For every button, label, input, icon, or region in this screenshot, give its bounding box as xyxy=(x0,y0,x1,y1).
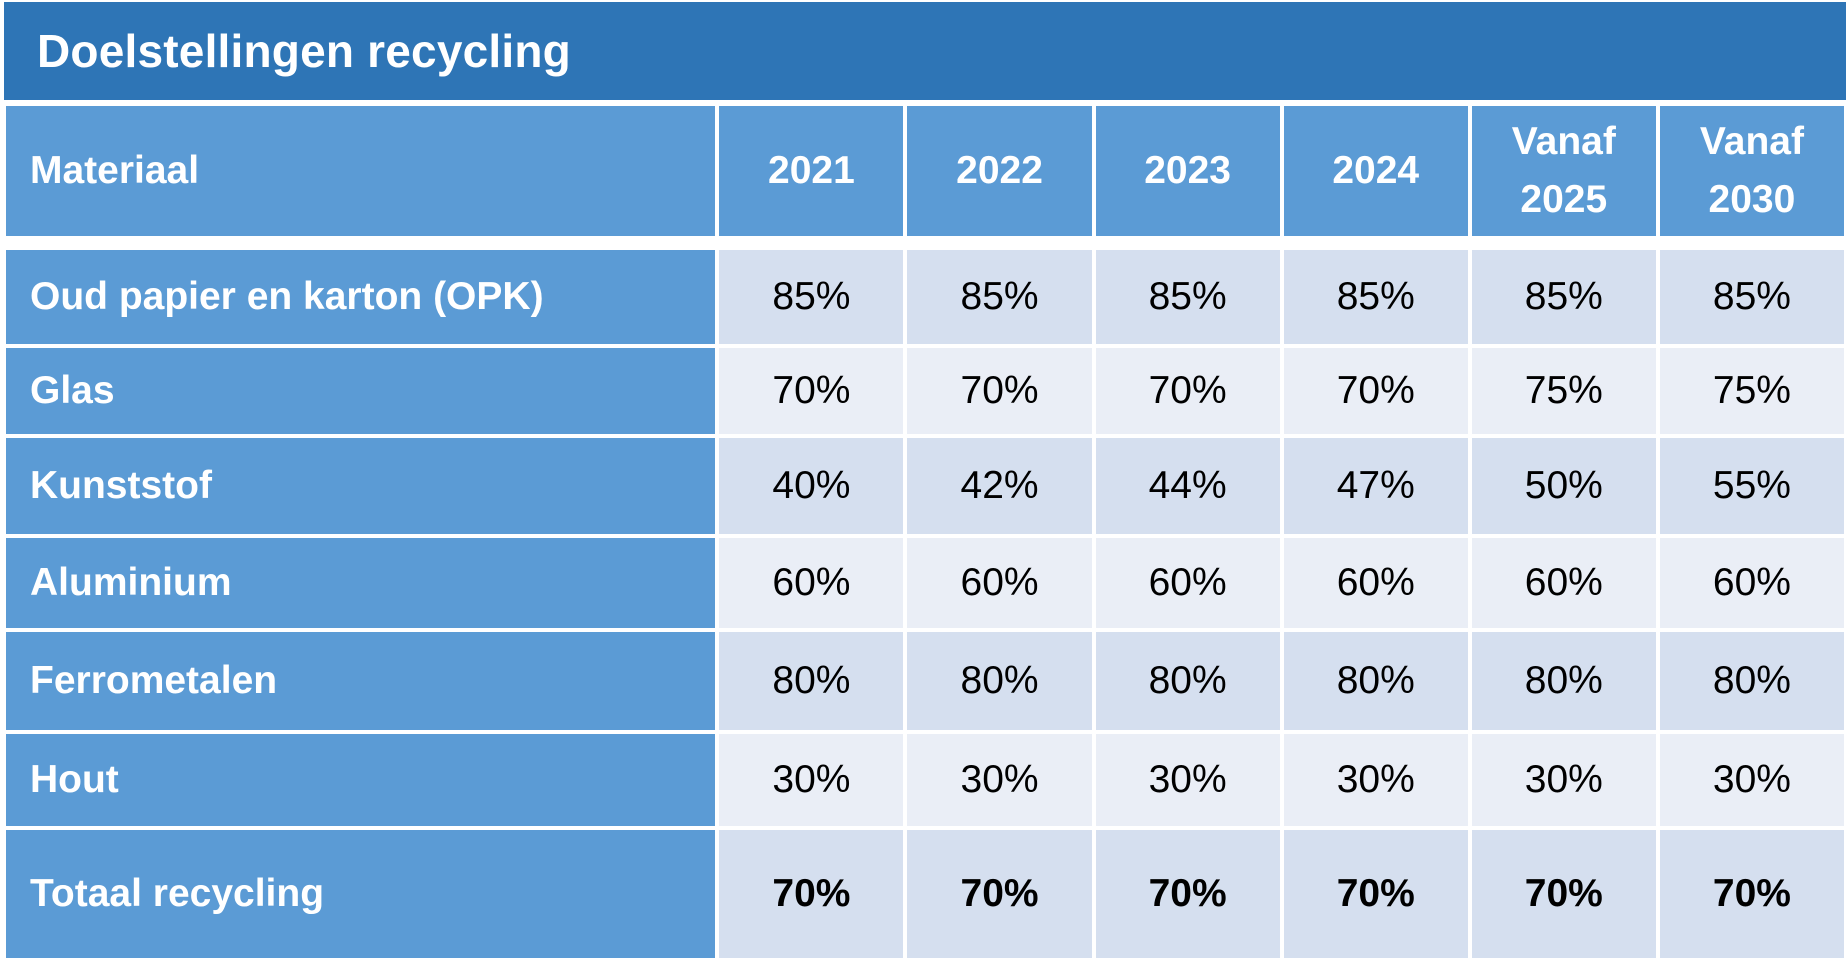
cell-2022: 85% xyxy=(907,250,1092,344)
row-label: Totaal recycling xyxy=(6,830,716,958)
table-row-ferrometalen: Ferrometalen 80% 80% 80% 80% 80% 80% xyxy=(6,632,1844,730)
row-label: Ferrometalen xyxy=(6,632,716,730)
cell-vanaf-2030: 60% xyxy=(1659,538,1844,628)
column-header-vanaf-2030-line-2: 2030 xyxy=(1708,178,1796,221)
cell-vanaf-2030: 55% xyxy=(1659,438,1844,534)
column-header-2022: 2022 xyxy=(907,106,1092,236)
cell-vanaf-2030: 30% xyxy=(1659,734,1844,826)
row-label: Kunststof xyxy=(6,438,716,534)
cell-2022: 70% xyxy=(907,830,1092,958)
cell-2021: 60% xyxy=(719,538,904,628)
cell-vanaf-2025: 50% xyxy=(1471,438,1656,534)
cell-2022: 80% xyxy=(907,632,1092,730)
row-label: Glas xyxy=(6,348,716,434)
cell-2023: 70% xyxy=(1095,348,1280,434)
cell-vanaf-2025: 80% xyxy=(1471,632,1656,730)
cell-2023: 85% xyxy=(1095,250,1280,344)
table-row-kunststof: Kunststof 40% 42% 44% 47% 50% 55% xyxy=(6,438,1844,534)
column-header-vanaf-2025-line-1: Vanaf xyxy=(1511,120,1616,163)
cell-vanaf-2030: 85% xyxy=(1659,250,1844,344)
cell-2021: 70% xyxy=(719,830,904,958)
column-header-vanaf-2030: Vanaf 2030 xyxy=(1659,106,1844,236)
cell-2024: 70% xyxy=(1283,348,1468,434)
table-row-aluminium: Aluminium 60% 60% 60% 60% 60% 60% xyxy=(6,538,1844,628)
column-header-2023: 2023 xyxy=(1095,106,1280,236)
cell-vanaf-2025: 85% xyxy=(1471,250,1656,344)
cell-2024: 60% xyxy=(1283,538,1468,628)
cell-vanaf-2025: 70% xyxy=(1471,830,1656,958)
table-row-totaal: Totaal recycling 70% 70% 70% 70% 70% 70% xyxy=(6,830,1844,958)
cell-2022: 70% xyxy=(907,348,1092,434)
table-title: Doelstellingen recycling xyxy=(4,2,1846,100)
column-header-vanaf-2025-line-2: 2025 xyxy=(1520,178,1608,221)
cell-vanaf-2025: 60% xyxy=(1471,538,1656,628)
cell-vanaf-2025: 30% xyxy=(1471,734,1656,826)
cell-2023: 60% xyxy=(1095,538,1280,628)
row-label: Oud papier en karton (OPK) xyxy=(6,250,716,344)
cell-vanaf-2030: 70% xyxy=(1659,830,1844,958)
cell-2021: 80% xyxy=(719,632,904,730)
cell-2021: 85% xyxy=(719,250,904,344)
cell-2024: 30% xyxy=(1283,734,1468,826)
row-label: Aluminium xyxy=(6,538,716,628)
cell-2023: 44% xyxy=(1095,438,1280,534)
column-header-materiaal: Materiaal xyxy=(6,106,716,236)
cell-2022: 30% xyxy=(907,734,1092,826)
table-row-opk: Oud papier en karton (OPK) 85% 85% 85% 8… xyxy=(6,250,1844,344)
cell-vanaf-2025: 75% xyxy=(1471,348,1656,434)
header-divider xyxy=(6,240,1844,246)
cell-2023: 80% xyxy=(1095,632,1280,730)
table-row-hout: Hout 30% 30% 30% 30% 30% 30% xyxy=(6,734,1844,826)
cell-2021: 70% xyxy=(719,348,904,434)
column-header-2021: 2021 xyxy=(719,106,904,236)
column-header-2024: 2024 xyxy=(1283,106,1468,236)
cell-2021: 30% xyxy=(719,734,904,826)
header-row: Materiaal 2021 2022 2023 2024 Vanaf 2025… xyxy=(6,106,1844,236)
cell-2024: 47% xyxy=(1283,438,1468,534)
row-label: Hout xyxy=(6,734,716,826)
cell-2024: 85% xyxy=(1283,250,1468,344)
cell-2023: 30% xyxy=(1095,734,1280,826)
recycling-targets-table: Materiaal 2021 2022 2023 2024 Vanaf 2025… xyxy=(2,102,1848,962)
cell-2024: 70% xyxy=(1283,830,1468,958)
column-header-vanaf-2025: Vanaf 2025 xyxy=(1471,106,1656,236)
header-spacer xyxy=(6,240,1844,246)
cell-2022: 42% xyxy=(907,438,1092,534)
table-row-glas: Glas 70% 70% 70% 70% 75% 75% xyxy=(6,348,1844,434)
cell-2023: 70% xyxy=(1095,830,1280,958)
cell-2022: 60% xyxy=(907,538,1092,628)
cell-2021: 40% xyxy=(719,438,904,534)
cell-vanaf-2030: 80% xyxy=(1659,632,1844,730)
cell-vanaf-2030: 75% xyxy=(1659,348,1844,434)
column-header-vanaf-2030-line-1: Vanaf xyxy=(1699,120,1804,163)
cell-2024: 80% xyxy=(1283,632,1468,730)
